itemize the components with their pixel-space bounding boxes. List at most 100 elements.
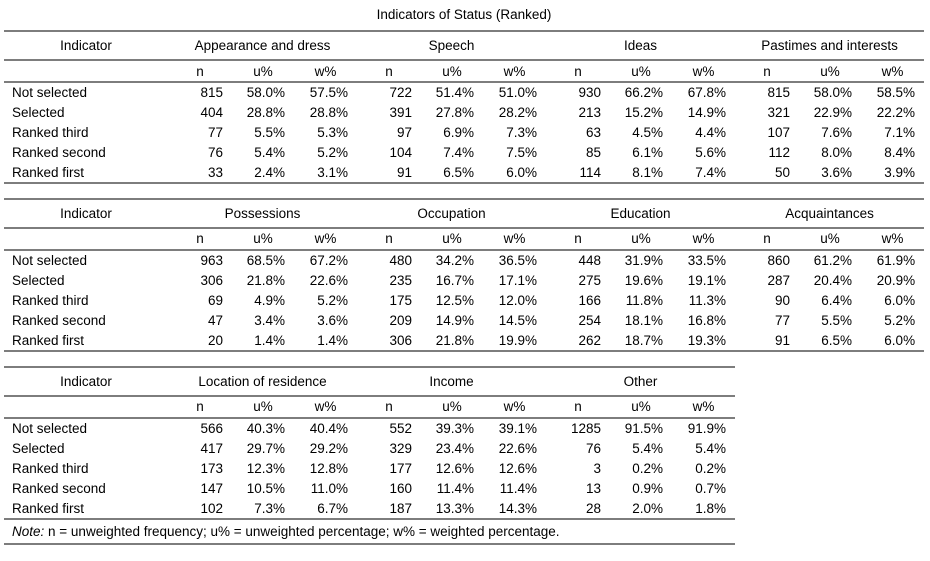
cell-u-percent: 1.4% [254, 332, 285, 348]
cell-n: 91 [775, 332, 791, 348]
cell-n: 480 [389, 253, 413, 269]
cell-n: 930 [578, 85, 602, 101]
subcolumn-header-row: n u% w% n u% w% n u% w% [4, 395, 736, 419]
cell-w-percent: 16.8% [687, 312, 727, 328]
cell-n: 287 [767, 273, 791, 289]
cell-n: 417 [200, 441, 223, 457]
cell-n: 448 [578, 253, 602, 269]
cell-w-percent: 67.8% [687, 85, 727, 101]
cell-w-percent: 3.9% [884, 164, 916, 180]
cell-w-percent: 91.9% [687, 421, 727, 437]
table-row: Not selected 566 40.3% 40.4% 552 39.3% 39.1% 12… [4, 418, 735, 439]
cell-n: 1285 [570, 421, 602, 437]
status-table-1: Indicator Appearance and dress Speech Ideas… [4, 30, 925, 184]
row-label: Ranked third [12, 292, 89, 308]
cell-n: 20 [207, 332, 223, 348]
subcolumn-header-row: n u% w% n u% w% n u% w% n u% w% [4, 227, 925, 251]
cell-u-percent: 23.4% [435, 441, 475, 457]
cell-w-percent: 12.0% [498, 292, 538, 308]
cell-w-percent: 61.9% [876, 253, 916, 269]
table-row: Ranked second 76 5.4% 5.2% 104 7.4% 7.5% 85 6.1%… [4, 142, 924, 162]
cell-w-percent: 6.0% [884, 332, 916, 348]
subcolumn-header-u-percent: u% [610, 60, 673, 83]
cell-n: 166 [578, 292, 602, 308]
cell-n: 275 [578, 273, 602, 289]
cell-n: 177 [389, 460, 413, 476]
cell-n: 28 [585, 500, 602, 516]
cell-n: 213 [578, 105, 602, 121]
cell-w-percent: 28.2% [498, 105, 538, 121]
cell-u-percent: 14.9% [435, 312, 475, 328]
cell-u-percent: 20.4% [813, 273, 853, 289]
subcolumn-header-n: n [735, 227, 800, 251]
cell-n: 235 [389, 273, 413, 289]
column-group-header-row: Indicator Appearance and dress Speech Ideas… [4, 31, 925, 61]
cell-w-percent: 0.7% [695, 480, 727, 496]
row-label: Selected [12, 273, 65, 289]
cell-u-percent: 8.0% [821, 144, 853, 160]
column-group-header: Speech [357, 31, 547, 61]
cell-w-percent: 5.6% [695, 144, 727, 160]
subcolumn-header-n: n [357, 395, 422, 419]
column-group-header: Occupation [357, 198, 547, 229]
table-row: Ranked third 173 12.3% 12.8% 177 12.6% 12.6% 3 0… [4, 459, 735, 479]
cell-w-percent: 6.0% [884, 292, 916, 308]
subcolumn-header-u-percent: u% [421, 227, 484, 251]
cell-n: 97 [396, 124, 413, 140]
cell-n: 114 [579, 164, 602, 180]
row-label: Selected [12, 441, 65, 457]
cell-u-percent: 3.4% [254, 312, 285, 328]
cell-n: 13 [585, 480, 602, 496]
subcolumn-header-n: n [546, 395, 611, 419]
cell-n: 187 [389, 500, 413, 516]
cell-u-percent: 68.5% [246, 253, 285, 269]
subcolumn-header-row: n u% w% n u% w% n u% w% n u% w% [4, 60, 925, 83]
column-group-header-row: Indicator Location of residence Income Othe… [4, 366, 736, 397]
cell-n: 306 [200, 273, 223, 289]
cell-u-percent: 27.8% [435, 105, 475, 121]
cell-w-percent: 14.3% [498, 500, 538, 516]
cell-u-percent: 91.5% [624, 421, 664, 437]
cell-u-percent: 6.1% [632, 144, 664, 160]
column-group-header: Location of residence [168, 366, 358, 397]
subcolumn-header-w-percent: w% [483, 60, 547, 83]
cell-u-percent: 6.4% [821, 292, 853, 308]
cell-u-percent: 7.4% [443, 144, 475, 160]
status-table-3: Indicator Location of residence Income Othe… [4, 365, 736, 545]
cell-n: 69 [207, 292, 223, 308]
cell-n: 91 [396, 164, 413, 180]
cell-u-percent: 13.3% [435, 500, 475, 516]
cell-n: 90 [775, 292, 791, 308]
cell-n: 209 [389, 312, 413, 328]
row-label: Ranked first [12, 332, 85, 348]
subcolumn-header-w-percent: w% [294, 395, 358, 419]
cell-w-percent: 5.2% [317, 292, 349, 308]
cell-u-percent: 5.5% [254, 124, 285, 140]
cell-w-percent: 12.6% [498, 460, 538, 476]
cell-n: 104 [389, 144, 413, 160]
subcolumn-header-u-percent: u% [232, 227, 294, 251]
table-row: Selected 306 21.8% 22.6% 235 16.7% 17.1% 275 19.… [4, 271, 924, 291]
cell-w-percent: 22.6% [309, 273, 349, 289]
cell-u-percent: 28.8% [246, 105, 285, 121]
cell-u-percent: 61.2% [813, 253, 853, 269]
cell-u-percent: 11.8% [625, 292, 664, 308]
cell-w-percent: 11.0% [310, 480, 349, 496]
cell-n: 50 [775, 164, 791, 180]
cell-u-percent: 16.7% [435, 273, 475, 289]
cell-n: 262 [578, 332, 602, 348]
cell-w-percent: 14.5% [498, 312, 538, 328]
cell-u-percent: 12.6% [435, 460, 475, 476]
cell-n: 47 [207, 312, 223, 328]
cell-w-percent: 22.2% [876, 105, 916, 121]
status-table-2: Indicator Possessions Occupation Education A… [4, 197, 925, 352]
column-group-header: Appearance and dress [168, 31, 358, 61]
subcolumn-header-u-percent: u% [610, 395, 673, 419]
subcolumn-header-n: n [168, 60, 232, 83]
column-group-header: Ideas [546, 31, 736, 61]
cell-u-percent: 2.4% [254, 164, 285, 180]
cell-u-percent: 5.5% [821, 312, 853, 328]
cell-n: 33 [207, 164, 223, 180]
cell-w-percent: 20.9% [876, 273, 916, 289]
